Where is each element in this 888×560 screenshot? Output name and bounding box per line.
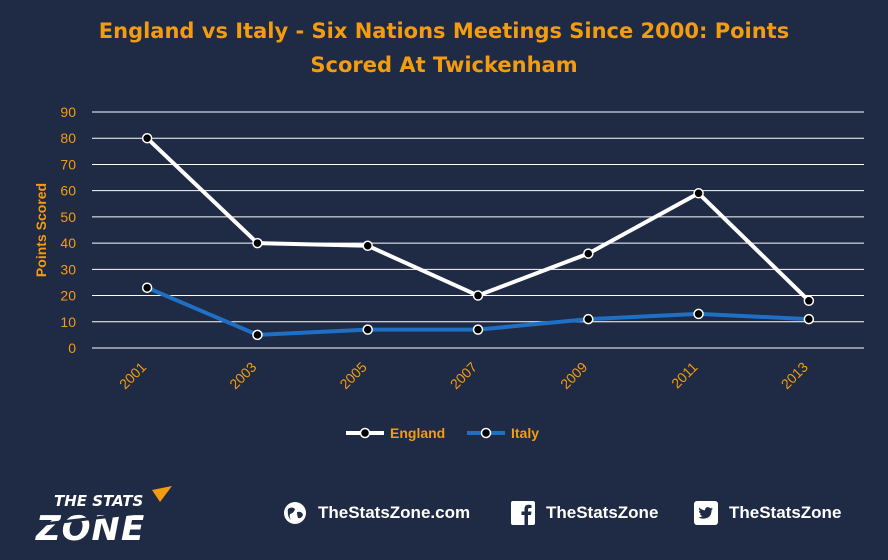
website-link[interactable]: TheStatsZone.com [282,500,470,526]
chart-title-line-2: Scored At Twickenham [310,53,578,77]
point-england-2005 [362,240,373,251]
facebook-link[interactable]: TheStatsZone [510,500,658,526]
point-italy-2011 [693,308,704,320]
x-tick-label-2007: 2007 [447,359,480,392]
legend-marker-italy [480,427,492,439]
point-england-2009 [583,248,594,259]
x-tick-label-2013: 2013 [778,359,811,392]
logo-swoosh [43,506,183,526]
y-tick-label-40: 40 [60,235,76,251]
x-tick-label-2003: 2003 [226,359,259,392]
twitter-text: TheStatsZone [729,503,842,522]
twitter-icon [694,501,718,525]
y-tick-label-80: 80 [60,130,76,146]
facebook-text: TheStatsZone [546,503,659,522]
y-tick-label-60: 60 [60,183,76,199]
footer-branding: THE STATS ZONE TheStatsZone.com TheStats… [0,472,888,560]
y-tick-label-90: 90 [60,104,76,120]
x-tick-label-2011: 2011 [668,359,701,392]
stats-zone-logo: THE STATS ZONE [35,486,183,546]
y-tick-label-10: 10 [60,314,76,330]
chart-title-line-1: England vs Italy - Six Nations Meetings … [98,19,790,43]
line-chart: 0 10 20 30 40 50 60 70 80 90 2001 2003 2005 2007 2009 2… [33,104,864,441]
point-england-2001 [141,132,153,144]
point-italy-2001 [141,282,153,293]
legend-label-italy: Italy [511,425,539,441]
logo-text-top: THE STATS [54,492,143,510]
globe-icon [284,502,306,524]
point-italy-2009 [583,313,594,325]
point-england-2011 [693,188,704,199]
y-tick-label-20: 20 [60,288,76,304]
logo-accent [152,486,172,502]
website-text: TheStatsZone.com [318,503,471,522]
facebook-icon [511,501,535,526]
legend-label-england: England [390,425,445,441]
twitter-link[interactable]: TheStatsZone [693,500,841,526]
x-tick-label-2005: 2005 [336,359,369,392]
point-italy-2007 [472,324,484,335]
point-italy-2003 [252,329,263,341]
point-england-2007 [472,290,484,301]
point-england-2013 [803,295,815,307]
point-italy-2005 [362,324,373,335]
point-england-2003 [252,237,263,249]
y-tick-label-70: 70 [60,156,76,172]
legend-marker-england [359,427,371,439]
series-line-england [145,136,811,303]
y-tick-label-50: 50 [60,209,76,225]
chart-title: England vs Italy - Six Nations Meetings … [0,14,888,82]
x-tick-label-2001: 2001 [116,359,149,392]
y-tick-label-0: 0 [68,340,76,356]
y-axis-label: Points Scored [33,183,49,277]
point-italy-2013 [803,313,815,325]
x-tick-label-2009: 2009 [557,359,590,392]
y-tick-label-30: 30 [60,261,76,277]
